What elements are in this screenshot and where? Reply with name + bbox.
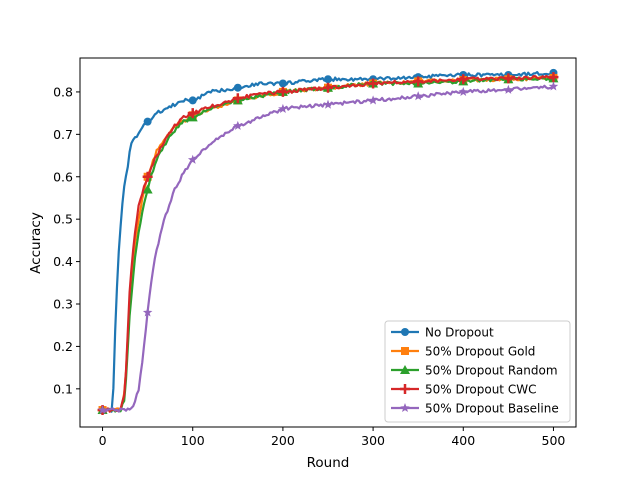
data-point-marker	[278, 79, 287, 88]
series-layer	[97, 68, 559, 416]
data-point-marker	[324, 75, 332, 84]
x-tick-label: 100	[181, 433, 205, 448]
data-point-marker	[503, 73, 514, 84]
legend-marker	[401, 328, 409, 336]
data-point-marker	[368, 78, 379, 89]
x-tick-label: 0	[99, 433, 107, 448]
data-point-marker	[233, 120, 243, 130]
legend-marker	[401, 347, 409, 355]
y-tick-label: 0.3	[53, 297, 73, 312]
data-point-marker	[142, 171, 153, 182]
data-point-marker	[323, 82, 333, 93]
data-point-marker	[458, 86, 469, 96]
legend-marker	[400, 403, 410, 413]
data-point-marker	[278, 103, 288, 113]
legend-label: 50% Dropout Random	[425, 363, 558, 377]
y-tick-label: 0.1	[53, 381, 73, 396]
y-tick-label: 0.5	[53, 212, 73, 227]
data-point-marker	[142, 307, 153, 317]
legend-label: 50% Dropout Gold	[425, 344, 535, 358]
data-point-marker	[233, 83, 242, 92]
y-axis-label: Accuracy	[28, 212, 44, 274]
data-point-marker	[97, 405, 108, 415]
x-tick-label: 500	[542, 433, 566, 448]
data-point-marker	[368, 95, 378, 105]
y-tick-label: 0.7	[53, 127, 73, 142]
y-tick-label: 0.6	[53, 169, 73, 184]
data-point-marker	[548, 81, 559, 91]
data-point-marker	[458, 74, 469, 85]
data-point-marker	[187, 108, 198, 119]
data-point-marker	[548, 72, 559, 83]
x-axis: 0 100 200 300 400 500	[99, 427, 566, 448]
data-point-marker	[188, 96, 197, 105]
data-point-marker	[503, 84, 514, 94]
data-point-marker	[187, 154, 198, 164]
plot-frame	[79, 57, 577, 428]
legend-label: 50% Dropout Baseline	[425, 401, 559, 415]
legend-label: 50% Dropout CWC	[425, 382, 536, 396]
data-point-marker	[143, 117, 152, 126]
x-tick-label: 300	[361, 433, 385, 448]
data-point-marker	[277, 86, 288, 97]
data-point-marker	[413, 91, 423, 101]
data-point-marker	[142, 184, 153, 194]
y-axis: 0.1 0.2 0.3 0.4 0.5 0.6 0.7 0.8	[53, 84, 80, 396]
legend-marker	[400, 384, 410, 394]
x-axis-label: Round	[307, 455, 350, 471]
legend-marker	[400, 365, 410, 374]
series-star	[97, 81, 559, 415]
y-tick-label: 0.8	[53, 84, 73, 99]
data-point-marker	[232, 93, 243, 104]
y-tick-label: 0.2	[53, 339, 73, 354]
x-tick-label: 200	[271, 433, 295, 448]
y-tick-label: 0.4	[53, 254, 73, 269]
data-point-marker	[413, 76, 424, 87]
x-tick-label: 400	[451, 433, 475, 448]
legend-label: No Dropout	[425, 325, 494, 339]
legend: No Dropout 50% Dropout Gold 50% Dropout Ra…	[384, 320, 571, 423]
data-point-marker	[323, 99, 333, 109]
legend-box	[384, 320, 571, 423]
